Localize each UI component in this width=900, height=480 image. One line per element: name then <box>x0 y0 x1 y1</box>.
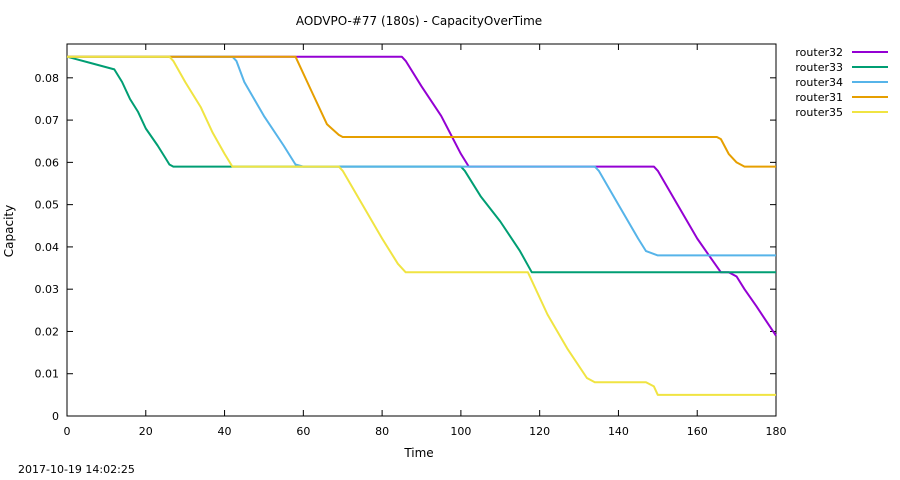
x-tick-label: 140 <box>608 425 629 438</box>
y-tick-label: 0.01 <box>35 368 60 381</box>
chart-title: AODVPO-#77 (180s) - CapacityOverTime <box>296 14 542 28</box>
legend-label-router31: router31 <box>795 91 843 104</box>
x-tick-label: 0 <box>64 425 71 438</box>
series-line-router31 <box>67 55 776 168</box>
series-line-router34 <box>67 55 776 257</box>
y-tick-label: 0.06 <box>35 156 60 169</box>
series-line-router35 <box>67 55 776 396</box>
x-tick-label: 160 <box>687 425 708 438</box>
legend-label-router35: router35 <box>795 106 843 119</box>
x-tick-label: 40 <box>218 425 232 438</box>
y-tick-label: 0.05 <box>35 199 60 212</box>
y-tick-label: 0.07 <box>35 114 60 127</box>
x-tick-label: 100 <box>450 425 471 438</box>
x-tick-label: 80 <box>375 425 389 438</box>
x-tick-label: 60 <box>296 425 310 438</box>
y-tick-label: 0.04 <box>35 241 60 254</box>
legend: router32 router33 router34 router31 router35 <box>795 46 888 119</box>
render-timestamp: 2017-10-19 14:02:25 <box>18 463 135 476</box>
y-axis-title: Capacity <box>2 205 16 257</box>
x-tick-label: 20 <box>139 425 153 438</box>
series-line-router33 <box>66 55 776 274</box>
axis-ticks: 0 20 40 60 80 100 120 140 160 180 0 0.01 0.02 0.03 0.0… <box>35 44 787 438</box>
legend-label-router33: router33 <box>795 61 843 74</box>
legend-label-router34: router34 <box>795 76 843 89</box>
plot-frame <box>66 43 777 417</box>
x-tick-label: 120 <box>529 425 550 438</box>
y-tick-label: 0.03 <box>35 283 60 296</box>
series-line-router32 <box>67 55 777 337</box>
y-tick-label: 0.02 <box>35 325 60 338</box>
x-axis-title: Time <box>403 446 433 460</box>
legend-label-router32: router32 <box>795 46 843 59</box>
series-layer <box>66 55 777 396</box>
x-tick-label: 180 <box>766 425 787 438</box>
y-tick-label: 0 <box>52 410 59 423</box>
y-tick-label: 0.08 <box>35 72 60 85</box>
